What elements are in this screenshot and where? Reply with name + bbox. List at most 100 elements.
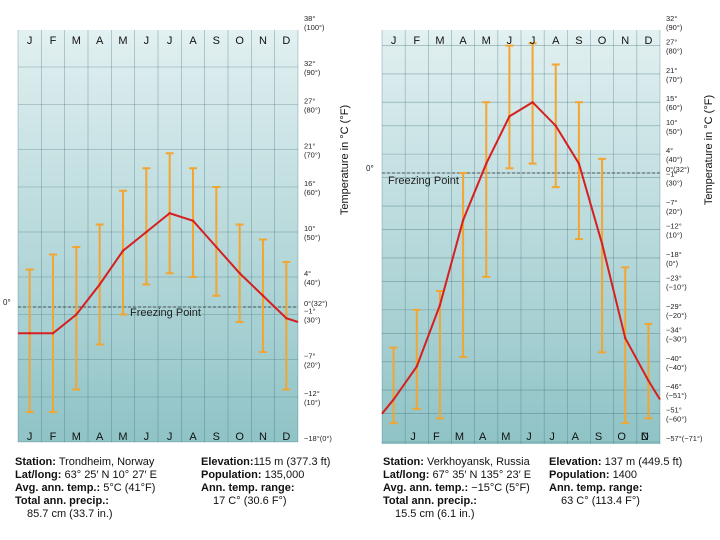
month-label-top: F (50, 35, 57, 47)
avg-temp-value: −15°C (5°F) (471, 482, 530, 494)
avg-temp-label: Avg. ann. temp.: (383, 482, 469, 494)
month-label-top: M (482, 35, 491, 47)
tick-label-celsius: 10° (666, 118, 677, 127)
tick-label-celsius: 0°(32°) (666, 165, 690, 174)
month-label-bottom: J (526, 431, 532, 443)
tick-label-celsius: 4° (666, 146, 673, 155)
temperature-point (261, 294, 265, 297)
month-label-top: D (644, 35, 652, 47)
elevation-value: 137 m (449.5 ft) (604, 456, 683, 468)
temperature-point (485, 162, 488, 165)
month-label-bottom: M (501, 431, 510, 443)
month-label-bottom: F (433, 431, 440, 443)
month-label-bottom: J (167, 431, 173, 443)
avg-temp-value: 5°C (41°F) (103, 482, 156, 494)
month-label-bottom: A (479, 431, 487, 443)
precip-value: 85.7 cm (33.7 in.) (27, 508, 113, 520)
tick-label-fahrenheit: (50°) (666, 127, 683, 136)
tick-label-celsius: 27° (666, 38, 677, 47)
tick-label-fahrenheit: (80°) (666, 47, 683, 56)
tick-label-celsius: 32° (304, 59, 315, 68)
tick-label-fahrenheit: (10°) (666, 231, 683, 240)
month-label-top: A (96, 35, 104, 47)
month-label-top: A (552, 35, 560, 47)
population-label: Population: (549, 469, 610, 481)
tick-label-celsius: −40° (666, 354, 682, 363)
tick-label-fahrenheit: (0°) (666, 259, 679, 268)
temperature-point (600, 242, 604, 245)
tick-label-fahrenheit: (90°) (666, 23, 683, 32)
month-label-top: J (167, 35, 173, 47)
elevation-label: Elevation: (549, 456, 602, 468)
freezing-point-label: Freezing Point (130, 307, 201, 319)
month-label-bottom: S (213, 431, 220, 443)
tick-label-fahrenheit: (−40°) (666, 363, 687, 372)
precip-label: Total ann. precip.: (383, 495, 477, 507)
month-label-top: O (598, 35, 607, 47)
temperature-point (121, 249, 125, 252)
temperature-point (554, 124, 557, 128)
month-label-bottom: J (549, 431, 555, 443)
station-name: Verkhoyansk, Russia (427, 456, 530, 468)
temperature-point (238, 272, 241, 275)
range-value: 17 C° (30.6 F°) (213, 495, 287, 507)
tick-label-celsius: 10° (304, 224, 315, 233)
tick-label-fahrenheit: (−60°) (666, 415, 687, 424)
population-label: Population: (201, 469, 262, 481)
temperature-point (285, 317, 288, 320)
range-label: Ann. temp. range: (201, 482, 295, 494)
trondheim-climograph: Freezing Point 0° J F M A M J J A S O N D J F M A M J J A S O N D… (3, 14, 351, 443)
latlong-value: 63° 25′ N 10° 27′ E (64, 469, 157, 481)
tick-label-fahrenheit: (10°) (304, 398, 321, 407)
month-label-top: N (621, 35, 629, 47)
temperature-series-line (18, 212, 299, 335)
month-label-top: M (118, 35, 127, 47)
station-name: Trondheim, Norway (58, 456, 155, 468)
tick-label-celsius: 21° (666, 66, 677, 75)
tick-label-fahrenheit: (60°) (666, 103, 683, 112)
month-label-top: N (259, 35, 267, 47)
month-label-bottom: N (641, 431, 649, 443)
tick-label-fahrenheit: (70°) (304, 151, 321, 160)
latlong-label: Lat/long: (15, 469, 62, 481)
month-label-bottom: A (572, 431, 580, 443)
tick-label-fahrenheit: (100°) (304, 23, 325, 32)
tick-label-celsius: −34° (666, 325, 682, 334)
temperature-point (461, 219, 465, 222)
temperature-point (624, 336, 627, 340)
tick-label-fahrenheit: (20°) (666, 207, 683, 216)
tick-label-celsius: 4° (304, 269, 311, 278)
month-label-bottom: M (455, 431, 464, 443)
temperature-point (415, 365, 418, 368)
month-label-bottom: J (144, 431, 150, 443)
tick-label-celsius: −7° (304, 352, 316, 361)
month-label-bottom: M (118, 431, 127, 443)
temperature-point (75, 313, 78, 316)
temperature-point (392, 398, 395, 401)
latlong-value: 67° 35′ N 135° 23′ E (432, 469, 532, 481)
tick-label-fahrenheit: (90°) (304, 68, 321, 77)
month-label-top: O (235, 35, 244, 47)
temperature-point (531, 101, 534, 104)
month-label-top: S (575, 35, 582, 47)
month-label-top: A (459, 35, 467, 47)
temperature-point (508, 115, 511, 118)
month-label-top: D (282, 35, 290, 47)
tick-label-celsius: 21° (304, 142, 315, 151)
temperature-point (191, 219, 195, 222)
month-label-bottom: D (641, 431, 649, 443)
temperature-point (215, 245, 218, 249)
month-label-top: J (27, 35, 33, 47)
tick-label-celsius: −46° (666, 382, 682, 391)
month-label-top: M (72, 35, 81, 47)
temperature-point (98, 283, 101, 286)
tick-label-celsius: −18° (666, 250, 682, 259)
tick-label-celsius: −1° (666, 170, 678, 179)
month-label-top: M (435, 35, 444, 47)
month-label-top: J (391, 35, 397, 47)
month-label-top: S (213, 35, 220, 47)
tick-label-celsius: −18°(0°) (304, 434, 332, 443)
month-label-top: J (144, 35, 150, 47)
month-label-top: F (413, 35, 420, 47)
